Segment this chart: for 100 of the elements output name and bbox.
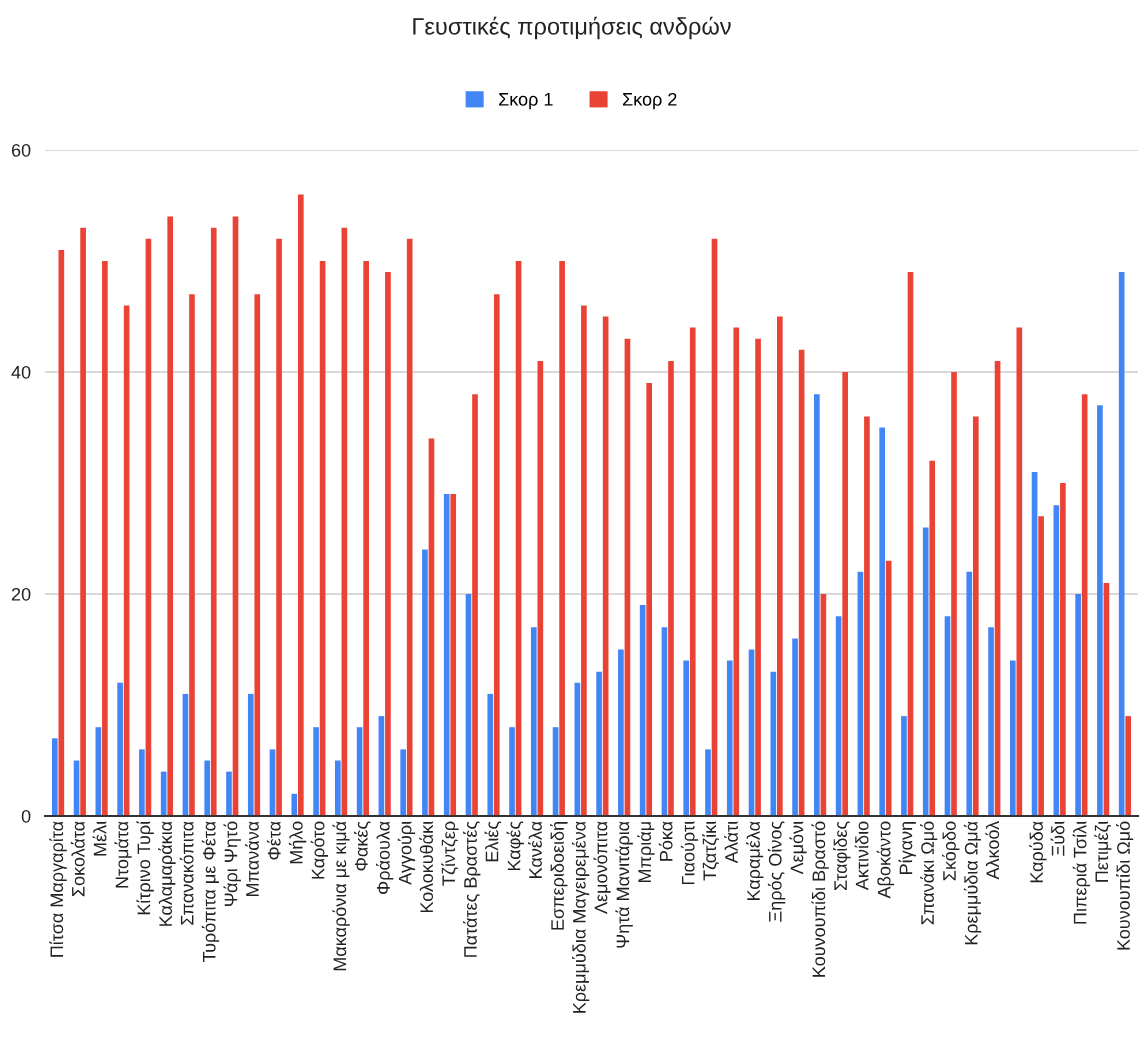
bar (189, 294, 195, 816)
bar (422, 549, 428, 816)
bar (298, 194, 304, 816)
bar (117, 682, 123, 816)
x-tick-label: Ξηρός Οίνος (767, 821, 786, 922)
x-tick-label: Κίτρινο Τυρί (136, 821, 154, 915)
bar (443, 494, 450, 816)
bar (1060, 483, 1066, 816)
bar (530, 627, 537, 816)
chart-title: Γευστικές προτιμήσεις ανδρών (413, 16, 731, 40)
bar (814, 394, 820, 816)
bar (509, 727, 515, 816)
x-tick-label: Τυρόπιτα με Φέτα (201, 821, 220, 962)
x-tick-label: Καρύδα (1029, 821, 1047, 883)
x-tick-label: Κολοκυθάκι (419, 821, 434, 913)
x-tick-label: Φέτα (266, 821, 281, 860)
x-tick-label: Καραμέλα (746, 821, 764, 900)
bar (792, 638, 798, 816)
bar (167, 216, 174, 816)
bar (559, 261, 565, 816)
x-tick-label: Κανέλα (528, 821, 542, 878)
x-tick-label: Αλάτι (724, 821, 738, 864)
bar (864, 416, 870, 816)
bar (646, 383, 653, 816)
x-tick-label: Μακαρόνια με κιμά (332, 821, 350, 971)
y-tick-label: 20 (11, 587, 31, 601)
x-tick-label: Αλκοόλ (985, 821, 1000, 880)
bar (683, 660, 690, 816)
bar (487, 693, 494, 816)
bar (363, 261, 369, 816)
x-tick-label: Γιαούρτι (680, 821, 699, 885)
x-tick-label: Καρότο (310, 821, 329, 879)
y-tick-label: 40 (11, 365, 31, 379)
bar (1075, 594, 1081, 816)
bar (879, 427, 885, 816)
x-tick-label: Λεμονόπιτα (593, 821, 611, 914)
x-tick-label: Σταφίδες (833, 821, 851, 891)
bar (988, 627, 994, 816)
x-tick-label: Κουνουπίδι Ωμό (1116, 821, 1134, 950)
x-tick-label: Ντομάτα (114, 821, 132, 888)
bar (951, 372, 957, 816)
x-tick-label: Μέλι (92, 821, 107, 856)
bar (472, 394, 478, 816)
bar (385, 272, 391, 816)
x-tick-label: Μήλο (288, 821, 307, 864)
x-tick-label: Πίτσα Μαργαρίτα (49, 821, 67, 957)
bar (51, 738, 58, 816)
bar (254, 294, 261, 816)
bar (689, 327, 696, 816)
bar (400, 749, 406, 816)
x-tick-label: Λεμόνι (789, 821, 807, 875)
bar (929, 460, 936, 816)
x-tick-label: Πιπεριά Τσίλι (1072, 821, 1091, 924)
bar (204, 760, 211, 816)
x-tick-label: Φράουλα (375, 821, 394, 895)
bar (726, 660, 733, 816)
bar (972, 416, 979, 816)
x-tick-label: Φακές (353, 821, 371, 871)
bar (733, 327, 740, 816)
x-tick-label: Τζατζίκι (702, 821, 720, 881)
x-tick-label: Σπανακόπιτα (179, 821, 194, 925)
bar (210, 227, 217, 816)
bar (406, 238, 413, 816)
bar (58, 249, 65, 816)
bar (618, 649, 624, 816)
x-tick-label: Σπανάκι Ωμό (920, 821, 938, 925)
x-tick-label: Καλαμαράκια (158, 821, 176, 926)
legend-label: Σκορ 1 (499, 93, 553, 110)
x-tick-label: Κρεμμύδια Μαγειρεμένα (571, 821, 590, 1013)
x-tick-label: Πατάτες Βραστές (463, 821, 481, 957)
x-tick-label: Κουνουπίδι Βραστό (811, 821, 829, 977)
bar (668, 360, 674, 816)
bar (770, 671, 777, 816)
x-tick-label: Ακτινίδιο (854, 821, 869, 891)
bar (450, 494, 457, 816)
bar (291, 793, 298, 816)
legend-label: Σκορ 2 (623, 92, 677, 110)
x-tick-label: Εσπεριδοειδή (550, 822, 568, 930)
x-tick-label: Αβοκάντο (876, 821, 895, 899)
bar (493, 294, 500, 816)
bar (335, 760, 341, 816)
x-tick-label: Ψητά Μανιτάρια (615, 821, 633, 948)
bar (885, 560, 892, 816)
bar (1125, 716, 1132, 816)
bar (596, 671, 602, 816)
x-tick-label: Καφές (506, 821, 524, 871)
bar (102, 261, 108, 816)
x-tick-label: Σκόρδο (942, 821, 960, 881)
x-tick-label: Κρεμμύδια Ωμά (963, 821, 982, 945)
x-tick-label: Ψάρι Ψητό (223, 821, 241, 907)
bar (842, 372, 848, 816)
x-tick-label: Ρόκα (658, 821, 673, 861)
y-tick-label: 60 (11, 143, 31, 157)
bar (777, 316, 783, 816)
bar (139, 749, 145, 816)
bar (755, 338, 761, 816)
x-tick-label: Μπανάνα (245, 821, 259, 896)
bar (901, 716, 907, 816)
bar (581, 305, 587, 816)
bar (966, 571, 973, 816)
